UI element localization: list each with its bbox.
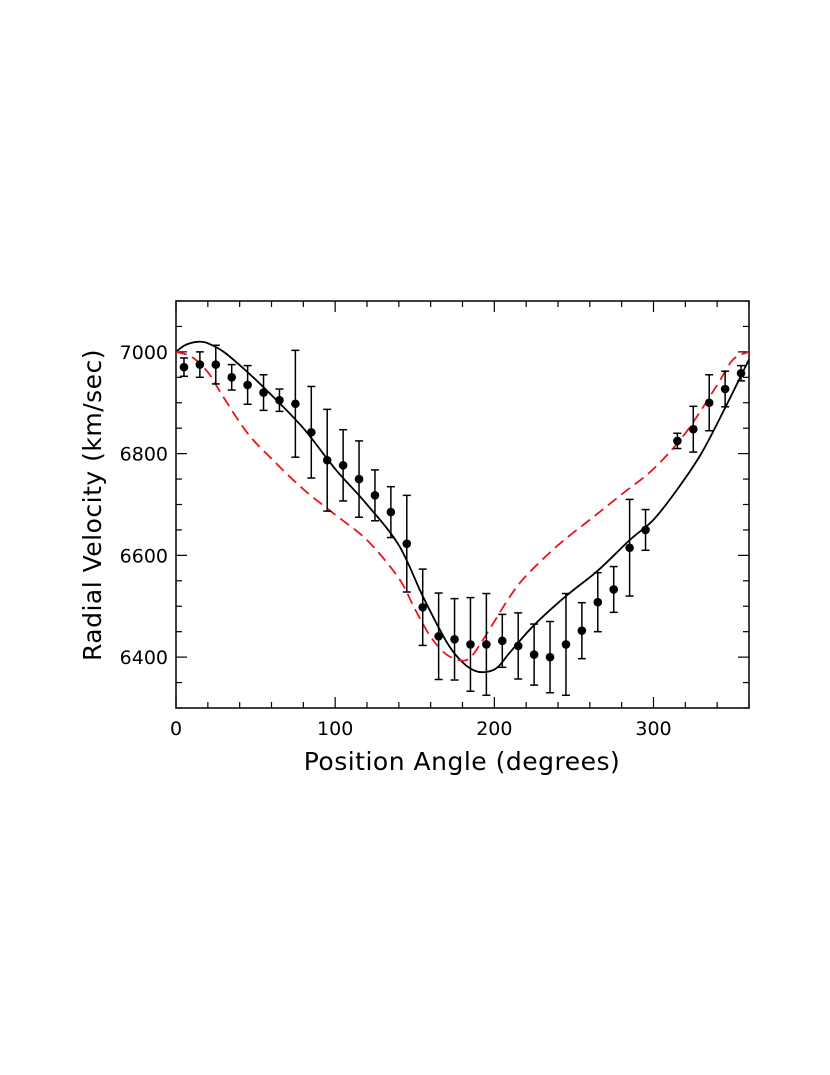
y-tick-label: 6400 [120, 647, 168, 669]
data-point [673, 436, 682, 446]
data-point [227, 373, 237, 382]
data-point [466, 640, 475, 649]
data-point [338, 461, 348, 470]
plot-frame [175, 300, 750, 709]
y-tick-label: 6800 [120, 444, 168, 466]
x-tick-label: 0 [170, 718, 182, 740]
data-point [306, 427, 316, 437]
data-point [625, 543, 634, 553]
data-point [434, 631, 443, 641]
y-tick-label: 7000 [120, 342, 168, 364]
data-point [322, 455, 332, 465]
data-point [354, 474, 364, 484]
data-point [593, 597, 603, 607]
data-point [688, 424, 698, 434]
data-point [211, 360, 221, 369]
data-point [561, 640, 571, 649]
data-point [704, 398, 714, 408]
data-point [513, 641, 523, 651]
data-point [609, 585, 619, 594]
x-tick-label: 300 [635, 718, 671, 740]
data-point [402, 539, 412, 548]
data-point [736, 368, 746, 378]
x-tick-label: 100 [317, 718, 353, 740]
data-point [291, 399, 300, 409]
data-point [243, 380, 252, 390]
data-point [641, 525, 650, 535]
data-point [482, 640, 491, 649]
data-point [195, 360, 205, 369]
data-point [450, 635, 459, 644]
data-point [577, 626, 587, 635]
data-point [259, 388, 268, 397]
y-tick-label: 6600 [120, 545, 168, 567]
data-point [545, 652, 555, 662]
data-point [720, 384, 730, 394]
plot-area: 0 100 200 300 6400 6600 6800 7000 [120, 300, 750, 740]
data-point [418, 602, 428, 612]
data-point [529, 650, 539, 659]
model-curve-dashed [176, 351, 749, 662]
x-tick-label: 200 [476, 718, 512, 740]
data-point [179, 362, 189, 372]
data-point [370, 491, 380, 500]
data-point [275, 395, 284, 405]
data-point [386, 507, 396, 517]
x-axis-title: Position Angle (degrees) [304, 747, 621, 776]
data-point [497, 636, 507, 646]
y-axis-title: Radial Velocity (km/sec) [78, 349, 107, 661]
